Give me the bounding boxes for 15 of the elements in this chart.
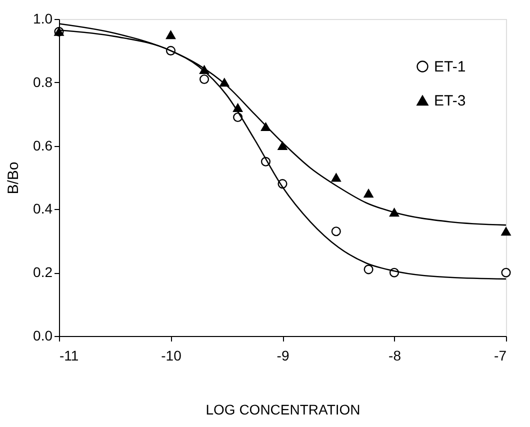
x-tick-label: -10 <box>161 348 182 364</box>
y-tick-label: 0.4 <box>33 200 53 217</box>
y-axis-title: B/Bo <box>5 162 22 194</box>
y-tick-label: 1.0 <box>33 10 53 26</box>
x-tick-label: -8 <box>388 348 402 364</box>
x-tick-label: -9 <box>276 348 290 364</box>
y-tick-label: 0.6 <box>33 137 53 154</box>
legend-label: ET-3 <box>434 92 466 110</box>
y-tick-label: 0.8 <box>33 74 53 90</box>
x-tick-label: -7 <box>494 348 507 364</box>
x-tick-label: -11 <box>60 348 79 364</box>
legend-label: ET-1 <box>434 58 466 76</box>
y-tick-label: 0.2 <box>33 264 53 280</box>
y-tick-label: 0.0 <box>33 328 53 344</box>
x-axis-title: LOG CONCENTRATION <box>206 402 360 418</box>
